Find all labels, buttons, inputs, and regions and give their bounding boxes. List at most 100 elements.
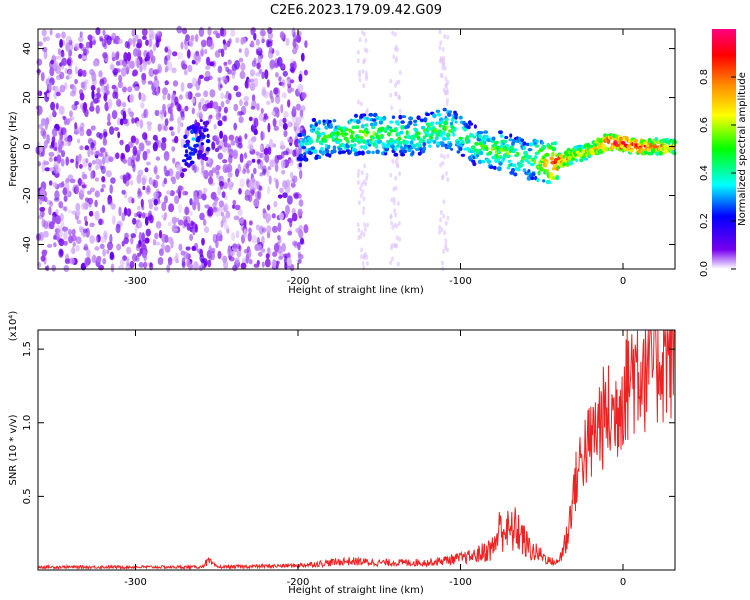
heatmap-cell <box>180 111 185 121</box>
heatmap-cell <box>162 87 168 96</box>
heatmap-cell <box>51 127 58 137</box>
heatmap-cell <box>183 134 188 140</box>
heatmap-cell <box>180 250 186 256</box>
heatmap-cell <box>71 103 75 110</box>
heatmap-cell <box>205 146 211 152</box>
heatmap-cell <box>520 159 525 164</box>
heatmap-cell <box>295 34 302 43</box>
heatmap-cell <box>453 126 457 132</box>
heatmap-cell <box>217 77 221 82</box>
heatmap-cell <box>446 177 450 182</box>
spectrogram-noise <box>35 25 450 273</box>
heatmap-cell <box>75 184 80 195</box>
heatmap-cell <box>208 75 213 81</box>
heatmap-cell <box>75 236 82 244</box>
heatmap-cell <box>207 26 212 36</box>
heatmap-cell <box>295 103 301 111</box>
heatmap-cell <box>266 247 271 253</box>
heatmap-cell <box>349 143 354 149</box>
heatmap-cell <box>109 184 113 194</box>
heatmap-cell <box>343 132 349 136</box>
heatmap-cell <box>193 261 199 271</box>
heatmap-cell <box>146 161 151 166</box>
heatmap-cell <box>297 241 301 251</box>
heatmap-cell <box>105 89 110 95</box>
heatmap-cell <box>49 201 54 207</box>
heatmap-cell <box>264 258 271 268</box>
heatmap-cell <box>117 81 123 89</box>
heatmap-cell <box>81 55 88 60</box>
heatmap-cell <box>530 176 535 181</box>
heatmap-cell <box>161 242 165 251</box>
heatmap-cell <box>83 46 87 56</box>
heatmap-cell <box>529 162 535 167</box>
heatmap-cell <box>361 113 367 117</box>
heatmap-cell <box>217 145 222 150</box>
heatmap-cell <box>214 209 221 217</box>
heatmap-cell <box>445 132 451 138</box>
heatmap-cell <box>220 48 225 58</box>
heatmap-cell <box>149 262 153 268</box>
heatmap-cell <box>49 66 55 77</box>
heatmap-cell <box>287 138 294 143</box>
heatmap-cell <box>217 250 222 260</box>
heatmap-cell <box>127 86 133 93</box>
heatmap-cell <box>39 211 43 218</box>
heatmap-cell <box>358 129 363 134</box>
heatmap-cell <box>225 210 231 219</box>
heatmap-cell <box>95 150 100 155</box>
heatmap-cell <box>187 155 192 161</box>
heatmap-cell <box>41 249 48 257</box>
heatmap-cell <box>266 167 270 178</box>
heatmap-cell <box>155 241 161 246</box>
heatmap-cell <box>45 78 50 84</box>
heatmap-cell <box>227 144 232 153</box>
heatmap-cell <box>43 220 49 230</box>
heatmap-cell <box>260 108 264 114</box>
heatmap-cell <box>164 234 169 243</box>
heatmap-cell <box>220 101 225 108</box>
heatmap-cell <box>294 122 298 127</box>
heatmap-cell <box>171 216 177 225</box>
colorbar-tick-label: 0.2 <box>699 213 710 229</box>
heatmap-cell <box>240 62 246 71</box>
heatmap-cell <box>203 156 208 161</box>
heatmap-cell <box>182 189 186 196</box>
heatmap-cell <box>155 39 160 48</box>
heatmap-cell <box>200 97 205 105</box>
heatmap-cell <box>273 87 279 95</box>
heatmap-cell <box>102 258 107 265</box>
heatmap-cell <box>108 156 114 162</box>
heatmap-cell <box>537 170 541 176</box>
heatmap-cell <box>257 158 262 164</box>
heatmap-cell <box>122 84 127 95</box>
heatmap-cell <box>261 248 266 253</box>
heatmap-cell <box>442 213 446 219</box>
heatmap-cell <box>140 102 145 109</box>
heatmap-cell <box>285 37 290 47</box>
heatmap-cell <box>250 105 256 110</box>
heatmap-cell <box>160 141 167 151</box>
heatmap-cell <box>430 132 434 137</box>
heatmap-cell <box>449 121 454 126</box>
heatmap-cell <box>395 235 399 241</box>
heatmap-cell <box>252 180 259 190</box>
heatmap-cell <box>282 117 287 124</box>
heatmap-cell <box>238 188 242 195</box>
heatmap-cell <box>262 168 267 176</box>
heatmap-cell <box>234 257 240 264</box>
heatmap-cell <box>94 199 98 208</box>
heatmap-cell <box>78 177 82 186</box>
heatmap-cell <box>236 249 242 258</box>
heatmap-cell <box>170 176 175 182</box>
heatmap-cell <box>226 228 230 234</box>
heatmap-cell <box>444 83 448 89</box>
heatmap-cell <box>185 246 191 251</box>
heatmap-cell <box>389 128 394 133</box>
heatmap-cell <box>196 54 201 62</box>
heatmap-cell <box>90 84 96 91</box>
heatmap-cell <box>299 169 303 180</box>
heatmap-cell <box>44 196 48 202</box>
heatmap-cell <box>466 139 471 144</box>
heatmap-cell <box>353 143 357 147</box>
